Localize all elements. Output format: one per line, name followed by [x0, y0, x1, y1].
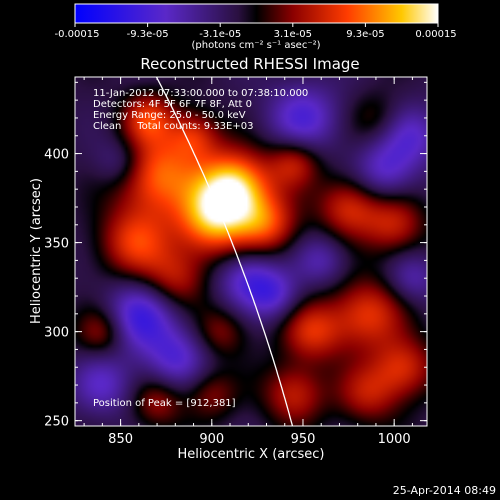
timestamp: 25-Apr-2014 08:49 — [393, 484, 496, 497]
colorbar-ticks: -0.00015 -9.3e-05 -3.1e-05 3.1e-05 9.3e-05 0.… — [55, 23, 457, 40]
plot-frame — [74, 76, 428, 427]
peak-position-label: Position of Peak = [912,381] — [93, 398, 236, 409]
info-line-energy: Energy Range: 25.0 - 50.0 keV — [93, 110, 246, 121]
x-tick-label: 1000 — [378, 432, 411, 447]
heatmap-image — [75, 77, 427, 426]
y-tick-label: 300 — [44, 326, 69, 341]
colorbar — [74, 3, 439, 24]
colorbar-tick-label: -9.3e-05 — [127, 29, 169, 40]
y-axis-label: Heliocentric Y (arcsec) — [29, 178, 44, 324]
colorbar-tick-label: -3.1e-05 — [199, 29, 241, 40]
colorbar-tick-label: -0.00015 — [55, 29, 100, 40]
info-line-time: 11-Jan-2012 07:33:00.000 to 07:38:10.000 — [93, 88, 309, 99]
plot-area — [75, 77, 427, 426]
info-line-detectors: Detectors: 4F 5F 6F 7F 8F, Att 0 — [93, 99, 253, 110]
x-tick-label: 950 — [291, 432, 316, 447]
colorbar-unit-label: (photons cm⁻² s⁻¹ asec⁻²) — [191, 40, 320, 51]
info-line-counts: Clean Total counts: 9.33E+03 — [93, 121, 254, 132]
x-tick-label: 900 — [199, 432, 224, 447]
colorbar-tick-label: 3.1e-05 — [274, 29, 312, 40]
x-tick-label: 850 — [108, 432, 133, 447]
y-tick-label: 350 — [44, 237, 69, 252]
y-tick-label: 250 — [44, 415, 69, 430]
chart-title: Reconstructed RHESSI Image — [140, 55, 359, 73]
axis-ticks: 850 900 950 1000 250 300 350 400 — [44, 77, 427, 447]
solar-limb — [155, 77, 294, 426]
colorbar-tick-label: 0.00015 — [415, 29, 456, 40]
x-axis-label: Heliocentric X (arcsec) — [178, 447, 325, 462]
y-tick-label: 400 — [44, 148, 69, 163]
colorbar-tick-label: 9.3e-05 — [346, 29, 384, 40]
